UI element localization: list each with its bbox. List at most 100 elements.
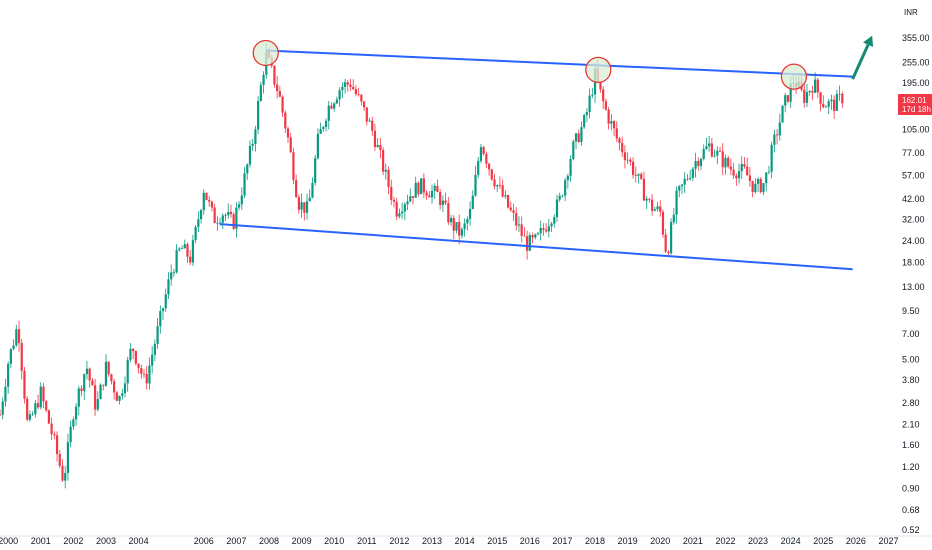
candle xyxy=(240,187,243,210)
candle xyxy=(338,87,341,107)
y-axis[interactable]: 355.00255.00195.00145.00105.0077.0057.00… xyxy=(902,33,930,535)
candle xyxy=(786,95,790,104)
trendline-lower-support[interactable] xyxy=(220,223,853,271)
candle-body xyxy=(784,95,787,106)
candle xyxy=(833,95,836,120)
candle xyxy=(648,197,651,203)
candle-body xyxy=(123,383,127,394)
candle-body xyxy=(276,84,279,91)
candle xyxy=(61,459,64,482)
candle-body xyxy=(213,207,216,224)
candle xyxy=(42,382,45,409)
x-tick-label: 2012 xyxy=(389,536,409,546)
currency-label: INR xyxy=(904,8,918,17)
candle-body xyxy=(251,143,254,146)
candle-body xyxy=(612,121,616,129)
candle-body xyxy=(80,388,83,391)
candle-body xyxy=(42,386,45,402)
candle xyxy=(623,145,627,169)
highlight-peak-2024[interactable] xyxy=(780,63,808,90)
candle xyxy=(545,223,548,233)
candle xyxy=(376,138,379,148)
candle-body xyxy=(297,197,300,210)
candle xyxy=(4,378,7,407)
candle xyxy=(346,80,349,92)
candle xyxy=(210,200,214,212)
candle-body xyxy=(126,359,129,384)
candle-body xyxy=(740,164,743,172)
candle xyxy=(460,227,464,239)
candle-body xyxy=(545,229,548,232)
candle xyxy=(262,71,265,94)
candle-body xyxy=(346,82,349,85)
candle xyxy=(1,397,4,420)
y-tick-label: 0.52 xyxy=(902,525,920,535)
candle-body xyxy=(732,169,735,176)
candle xyxy=(183,239,186,249)
candle xyxy=(308,189,311,202)
candle xyxy=(180,245,184,250)
candle-body xyxy=(781,105,784,123)
candle xyxy=(827,98,830,115)
candle xyxy=(724,154,727,175)
candle xyxy=(455,222,458,234)
candle-body xyxy=(512,210,515,213)
candle xyxy=(221,213,224,230)
candle-body xyxy=(145,374,148,384)
candle-body xyxy=(262,74,265,86)
candle xyxy=(88,367,91,388)
candle-body xyxy=(808,90,811,93)
candle-body xyxy=(205,192,208,200)
candle xyxy=(379,137,382,159)
candle-body xyxy=(721,151,724,168)
y-tick-label: 13.00 xyxy=(902,282,925,292)
trendline-upper-resistance[interactable] xyxy=(265,49,853,78)
candle xyxy=(96,391,99,412)
y-tick-label: 77.00 xyxy=(902,148,925,158)
x-tick-label: 2003 xyxy=(96,536,116,546)
candle xyxy=(591,87,594,99)
candle xyxy=(322,125,325,132)
candle-body xyxy=(816,79,819,93)
y-tick-label: 0.90 xyxy=(902,484,920,494)
candle-body xyxy=(574,133,578,142)
candle xyxy=(577,129,580,144)
candle-body xyxy=(409,196,412,202)
candle xyxy=(642,171,646,201)
candle xyxy=(773,129,776,153)
candle-body xyxy=(232,214,235,229)
candle xyxy=(748,167,752,187)
candle xyxy=(477,156,480,179)
highlight-peak-2008[interactable] xyxy=(252,39,279,67)
candle xyxy=(341,82,344,99)
breakout-arrow-group xyxy=(851,35,874,80)
candle xyxy=(664,228,667,254)
x-axis[interactable]: 2000 2001 2002 2003 2004 2006 2007 2008 2009 2010… xyxy=(0,536,898,546)
candle-body xyxy=(765,172,768,184)
candle xyxy=(254,125,257,152)
highlight-peak-2018[interactable] xyxy=(585,56,612,83)
last-price-countdown: 17d 18h xyxy=(902,105,931,114)
candle xyxy=(406,194,409,210)
candle-body xyxy=(129,348,132,360)
candle-body xyxy=(425,192,428,196)
candle xyxy=(509,201,512,212)
x-tick-label: 2002 xyxy=(63,536,83,546)
candle-body xyxy=(441,200,444,205)
candle-body xyxy=(756,178,760,184)
candle-body xyxy=(66,442,70,473)
candle xyxy=(352,79,355,91)
candle-body xyxy=(542,228,545,230)
candle xyxy=(129,342,132,363)
candle-body xyxy=(691,168,694,178)
candle-body xyxy=(585,112,588,116)
candle xyxy=(387,166,390,195)
candle-body xyxy=(566,175,569,181)
candle-body xyxy=(238,204,241,208)
candle xyxy=(357,87,360,97)
candle-body xyxy=(401,211,404,214)
candle xyxy=(612,119,616,137)
candle xyxy=(140,364,143,379)
candle xyxy=(493,174,496,190)
